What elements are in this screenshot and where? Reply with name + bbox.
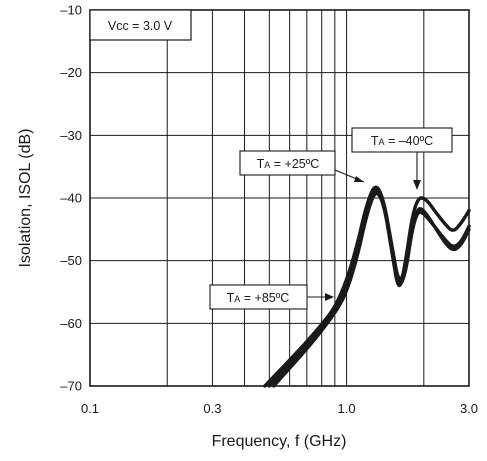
- y-tick-label: –20: [60, 65, 82, 80]
- grid: [89, 9, 470, 387]
- annotation-minus40c: TA = –40ºC: [351, 127, 453, 190]
- y-tick-label: –70: [60, 379, 82, 394]
- x-axis-title: Frequency, f (GHz): [212, 433, 347, 450]
- x-tick-label: 3.0: [460, 401, 478, 416]
- y-tick-label: –30: [60, 128, 82, 143]
- series-line-2: [272, 191, 471, 388]
- x-tick-label: 1.0: [338, 401, 356, 416]
- svg-text:TA = +25ºC: TA = +25ºC: [257, 157, 320, 171]
- y-tick-label: –10: [60, 3, 82, 18]
- x-tick-label: 0.3: [203, 401, 221, 416]
- plot-frame: [89, 9, 470, 387]
- y-tick-label: –50: [60, 253, 82, 268]
- y-tick-label: –40: [60, 191, 82, 206]
- series-layer: [263, 185, 471, 388]
- x-tick-label: 0.1: [81, 401, 99, 416]
- annotation-85c: TA = +85ºC: [209, 284, 334, 310]
- x-tick-labels: 0.1 0.3 1.0 3.0: [81, 401, 478, 416]
- y-tick-label: –60: [60, 316, 82, 331]
- svg-text:TA = –40ºC: TA = –40ºC: [371, 134, 433, 148]
- condition-box: Vcc = 3.0 V: [89, 9, 192, 41]
- condition-label: Vcc = 3.0 V: [108, 19, 173, 33]
- y-axis-title: Isolation, ISOL (dB): [17, 128, 34, 267]
- svg-text:TA = +85ºC: TA = +85ºC: [227, 291, 290, 305]
- y-tick-labels: –10 –20 –30 –40 –50 –60 –70: [60, 3, 82, 394]
- annotation-25c: TA = +25ºC: [239, 150, 365, 183]
